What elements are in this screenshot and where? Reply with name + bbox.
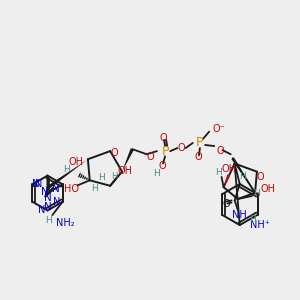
Text: H: H [154,169,160,178]
Text: H: H [99,173,105,182]
Text: N: N [52,184,60,194]
Text: H: H [45,216,52,225]
Polygon shape [224,174,230,187]
Text: NH₂: NH₂ [56,218,75,228]
Text: O⁻: O⁻ [212,124,225,134]
Polygon shape [46,159,88,190]
Text: O: O [159,133,167,143]
Text: O: O [256,172,264,182]
Text: H: H [239,172,245,182]
Polygon shape [122,148,134,172]
Text: H: H [92,184,98,193]
Text: H: H [253,189,260,198]
Text: P: P [161,145,169,158]
Text: N: N [53,197,60,207]
Text: H: H [63,164,70,173]
Text: HO: HO [64,184,79,194]
Text: P: P [196,136,204,149]
Text: H: H [111,172,117,181]
Text: N: N [44,202,51,212]
Text: N: N [32,179,39,189]
Text: O: O [194,152,202,162]
Text: N: N [35,179,42,189]
Text: OH: OH [221,164,236,174]
Text: H: H [215,168,222,177]
Text: OH: OH [260,184,275,194]
Text: N: N [38,206,45,215]
Text: O: O [178,143,185,153]
Text: OH: OH [69,157,84,167]
Text: NH: NH [232,210,247,220]
Text: NH⁺: NH⁺ [250,220,270,230]
Text: O: O [110,148,118,158]
Text: N: N [40,187,48,197]
Polygon shape [231,158,255,193]
Text: O: O [223,199,230,208]
Text: N: N [44,193,51,202]
Text: O: O [158,160,166,170]
Text: OH: OH [117,167,132,176]
Text: H: H [249,215,255,224]
Text: O: O [147,152,154,162]
Text: O: O [217,146,224,156]
